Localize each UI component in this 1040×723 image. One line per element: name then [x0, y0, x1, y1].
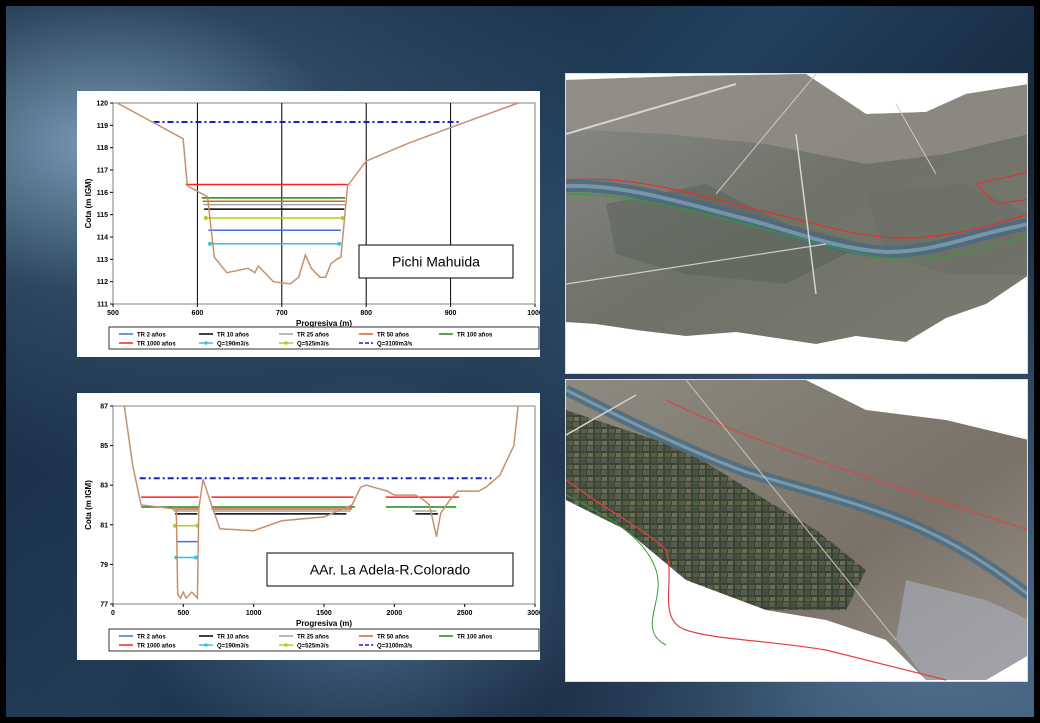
chart-svg: 111 112 113 114 115 116 117 118 119 120 500 600 700 8…	[84, 101, 543, 350]
legend-label: TR 1000 años	[137, 342, 176, 348]
annotation-box	[266, 552, 514, 587]
legend-label: TR 50 años	[377, 635, 410, 641]
legend-box	[108, 628, 540, 652]
terrain-profile	[116, 102, 519, 285]
y-tick-label: 83	[100, 483, 108, 490]
x-tick-label: 3000	[527, 610, 540, 617]
series-marker	[208, 241, 213, 246]
aerial-map-image	[566, 74, 1027, 344]
y-tick-label: 120	[96, 101, 108, 108]
y-axis-label: Cota (m IGM)	[84, 178, 93, 228]
series-marker	[193, 555, 198, 560]
x-tick-label: 700	[276, 310, 288, 317]
x-axis-label: Progresiva (m)	[296, 619, 352, 628]
legend-label: TR 1000 años	[137, 644, 176, 650]
legend-box	[108, 326, 540, 350]
aerial-map-image	[566, 380, 1027, 681]
x-tick-label: 1500	[316, 610, 332, 617]
y-tick-label: 112	[97, 279, 108, 286]
aerial-photo-pichi-mahuida	[565, 73, 1028, 374]
y-tick-label: 119	[97, 123, 108, 130]
legend-marker	[204, 341, 208, 345]
legend-label: TR 100 años	[457, 635, 493, 641]
y-tick-label: 113	[97, 257, 108, 264]
legend-label: Q=525m3/s	[297, 644, 330, 650]
series-marker	[203, 216, 208, 221]
x-tick-label: 500	[177, 610, 189, 617]
cross-section-chart-la-adela: 77 79 81 83 85 87 0 500 1000 1500 2000 2500 3000 Prog…	[77, 393, 543, 660]
legend-marker	[284, 643, 288, 647]
y-tick-label: 85	[100, 443, 108, 450]
x-tick-label: 1000	[527, 310, 540, 317]
x-tick-label: 1000	[246, 610, 262, 617]
legend-label: Q=525m3/s	[297, 342, 330, 348]
y-tick-label: 79	[100, 562, 108, 569]
y-tick-label: 115	[97, 212, 108, 219]
legend-label: TR 25 años	[297, 635, 330, 641]
aerial-photo-la-adela	[565, 379, 1028, 682]
terrain-profile	[123, 405, 519, 600]
y-tick-label: 77	[100, 602, 108, 609]
x-tick-label: 600	[192, 310, 204, 317]
series-marker	[337, 241, 342, 246]
y-tick-label: 87	[100, 404, 108, 411]
legend-label: Q=3100m3/s	[377, 342, 413, 348]
y-tick-label: 114	[97, 235, 108, 242]
annotation-box	[358, 244, 514, 279]
legend-marker	[284, 341, 288, 345]
y-axis-label: Cota (m IGM)	[84, 480, 93, 530]
y-tick-label: 111	[97, 302, 108, 309]
legend-label: TR 100 años	[457, 333, 493, 339]
series-marker	[340, 216, 345, 221]
legend-label: TR 10 años	[217, 333, 250, 339]
legend-label: TR 2 años	[137, 635, 166, 641]
legend-label: TR 10 años	[217, 635, 250, 641]
x-axis-label: Progresiva (m)	[296, 319, 352, 328]
x-tick-label: 2500	[457, 610, 473, 617]
y-tick-label: 117	[97, 168, 108, 175]
x-tick-label: 500	[107, 310, 119, 317]
legend-label: TR 50 años	[377, 333, 410, 339]
annotation-label: Pichi Mahuida	[392, 254, 480, 270]
legend-label: TR 25 años	[297, 333, 330, 339]
cross-section-chart-pichi-mahuida: 111 112 113 114 115 116 117 118 119 120 500 600 700 8…	[77, 91, 543, 357]
legend: TR 2 años TR 10 años TR 25 años TR 50 años T…	[108, 326, 540, 350]
chart-svg: 77 79 81 83 85 87 0 500 1000 1500 2000 2500 3000 Prog…	[84, 404, 543, 652]
legend: TR 2 años TR 10 años TR 25 años TR 50 años T…	[108, 628, 540, 652]
legend-label: Q=3100m3/s	[377, 644, 413, 650]
x-tick-label: 800	[360, 310, 372, 317]
x-tick-label: 900	[445, 310, 457, 317]
y-tick-label: 118	[97, 145, 108, 152]
y-tick-label: 81	[100, 522, 108, 529]
x-tick-label: 0	[111, 610, 115, 617]
legend-label: Q=190m3/s	[217, 644, 250, 650]
y-tick-label: 116	[97, 190, 108, 197]
legend-label: TR 2 años	[137, 333, 166, 339]
annotation-label: AAr. La Adela-R.Colorado	[310, 562, 471, 578]
legend-label: Q=190m3/s	[217, 342, 250, 348]
x-tick-label: 2000	[387, 610, 403, 617]
legend-marker	[204, 643, 208, 647]
